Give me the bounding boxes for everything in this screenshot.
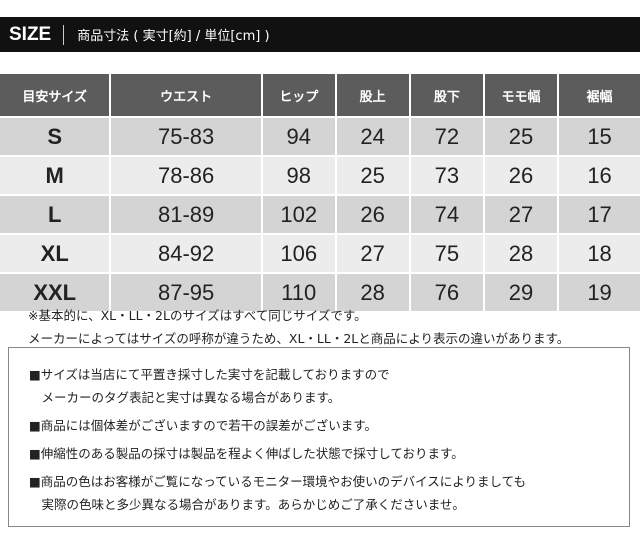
- column-header: ウエスト: [111, 74, 261, 116]
- notice-line: 実際の色味と多少異なる場合があります。あらかじめご了承くださいませ。: [29, 497, 465, 512]
- value-cell: 87-95: [111, 274, 261, 311]
- value-cell: 75: [410, 235, 483, 272]
- notice-line: ■商品には個体差がございますので若干の誤差がございます。: [29, 418, 378, 433]
- value-cell: 74: [410, 196, 483, 233]
- value-cell: 76: [410, 274, 483, 311]
- value-cell: 28: [484, 235, 558, 272]
- notice-line: メーカーのタグ表記と実寸は異なる場合があります。: [29, 390, 341, 405]
- column-header: モモ幅: [484, 74, 558, 116]
- value-cell: 28: [336, 274, 409, 311]
- notice-line: ■伸縮性のある製品の採寸は製品を程よく伸ばした状態で採寸しております。: [29, 446, 464, 461]
- value-cell: 25: [336, 157, 409, 194]
- value-cell: 84-92: [111, 235, 261, 272]
- size-cell: XL: [0, 235, 110, 272]
- value-cell: 81-89: [111, 196, 261, 233]
- column-header: 股下: [410, 74, 483, 116]
- value-cell: 24: [336, 118, 409, 155]
- size-cell: XXL: [0, 274, 110, 311]
- size-cell: M: [0, 157, 110, 194]
- column-header: 裾幅: [559, 74, 640, 116]
- title-bar: SIZE 商品寸法 ( 実寸[約] / 単位[cm] ): [0, 17, 640, 52]
- value-cell: 106: [262, 235, 335, 272]
- table-row: L 81-89 102 26 74 27 17: [0, 196, 640, 233]
- table-row: S 75-83 94 24 72 25 15: [0, 118, 640, 155]
- notice-line: ■サイズは当店にて平置き採寸した実寸を記載しておりますので: [29, 367, 390, 382]
- value-cell: 73: [410, 157, 483, 194]
- column-header: 目安サイズ: [0, 74, 110, 116]
- value-cell: 102: [262, 196, 335, 233]
- note-1: ※基本的に、XL・LL・2Lのサイズはすべて同じサイズです。: [28, 308, 367, 323]
- table-row: XXL 87-95 110 28 76 29 19: [0, 274, 640, 311]
- value-cell: 25: [484, 118, 558, 155]
- size-table: 目安サイズ ウエスト ヒップ 股上 股下 モモ幅 裾幅 S 75-83 94 24 72 25 15 M 7…: [0, 72, 640, 313]
- value-cell: 18: [559, 235, 640, 272]
- value-cell: 29: [484, 274, 558, 311]
- value-cell: 27: [484, 196, 558, 233]
- divider: [63, 24, 65, 45]
- value-cell: 94: [262, 118, 335, 155]
- value-cell: 16: [559, 157, 640, 194]
- note-2: メーカーによってはサイズの呼称が違うため、XL・LL・2Lと商品により表示の違い…: [28, 331, 570, 346]
- size-cell: L: [0, 196, 110, 233]
- value-cell: 75-83: [111, 118, 261, 155]
- column-header: 股上: [336, 74, 409, 116]
- size-label: SIZE: [9, 23, 52, 45]
- value-cell: 98: [262, 157, 335, 194]
- value-cell: 78-86: [111, 157, 261, 194]
- notice-line: ■商品の色はお客様がご覧になっているモニター環境やお使いのデバイスによりましても: [29, 474, 527, 489]
- value-cell: 17: [559, 196, 640, 233]
- value-cell: 15: [559, 118, 640, 155]
- value-cell: 27: [336, 235, 409, 272]
- notice-box: ■サイズは当店にて平置き採寸した実寸を記載しておりますので メーカーのタグ表記と…: [8, 347, 630, 527]
- value-cell: 26: [336, 196, 409, 233]
- table-row: M 78-86 98 25 73 26 16: [0, 157, 640, 194]
- value-cell: 19: [559, 274, 640, 311]
- value-cell: 72: [410, 118, 483, 155]
- table-row: XL 84-92 106 27 75 28 18: [0, 235, 640, 272]
- size-cell: S: [0, 118, 110, 155]
- column-header: ヒップ: [262, 74, 335, 116]
- value-cell: 26: [484, 157, 558, 194]
- value-cell: 110: [262, 274, 335, 311]
- subtitle: 商品寸法 ( 実寸[約] / 単位[cm] ): [77, 29, 270, 44]
